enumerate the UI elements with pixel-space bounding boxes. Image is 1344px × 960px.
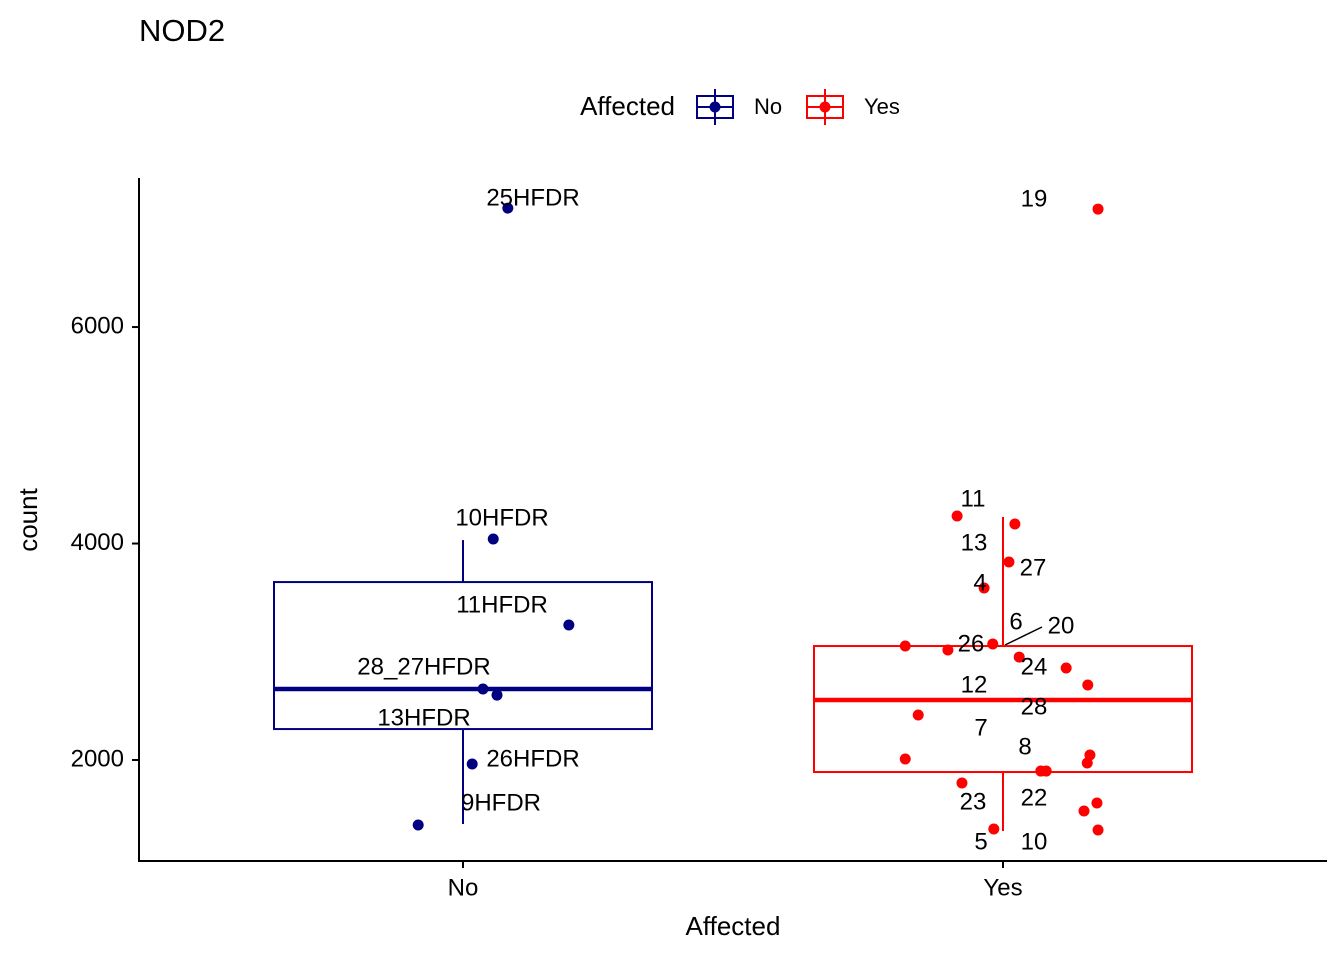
- point: [942, 644, 954, 656]
- point: [563, 619, 575, 631]
- x-tick-label: No: [448, 874, 479, 901]
- point: [1003, 556, 1015, 568]
- point-label: 26HFDR: [486, 745, 579, 772]
- point-label: 22: [1021, 784, 1048, 811]
- point-label: 10HFDR: [455, 504, 548, 531]
- point-label: 11: [961, 485, 986, 512]
- point-label: 5: [974, 828, 987, 855]
- y-axis-title: count: [13, 487, 43, 551]
- point-label: 25HFDR: [486, 184, 579, 211]
- point: [491, 689, 503, 701]
- point: [899, 753, 911, 765]
- point-label: 24: [1021, 653, 1048, 680]
- point: [502, 202, 514, 214]
- point: [978, 582, 990, 594]
- point-label: 7: [974, 714, 987, 741]
- legend-title: Affected: [580, 91, 675, 121]
- point-label: 9HFDR: [461, 789, 541, 816]
- legend-label: No: [754, 94, 782, 119]
- point: [987, 638, 999, 650]
- point: [1092, 824, 1104, 836]
- label-leader: [1004, 626, 1043, 646]
- point-label: 19: [1021, 185, 1048, 212]
- legend-key: [819, 101, 831, 113]
- point: [1040, 765, 1052, 777]
- point-label: 11HFDR: [456, 591, 548, 618]
- x-axis-title: Affected: [686, 911, 781, 941]
- point-label: 4: [973, 569, 986, 596]
- point: [951, 510, 963, 522]
- point: [412, 819, 424, 831]
- point-label: 20: [1048, 612, 1075, 639]
- legend-label: Yes: [864, 94, 900, 119]
- point-label: 13: [961, 529, 988, 556]
- point: [466, 758, 478, 770]
- chart-title: NOD2: [139, 13, 225, 48]
- point: [1009, 518, 1021, 530]
- box: [813, 645, 1193, 774]
- point: [988, 823, 1000, 835]
- point-label: 28: [1021, 693, 1048, 720]
- y-tick-label: 2000: [71, 745, 124, 772]
- y-tick-label: 6000: [71, 312, 124, 339]
- point: [1092, 203, 1104, 215]
- point-label: 6: [1009, 608, 1022, 635]
- point: [1081, 757, 1093, 769]
- x-tick-label: Yes: [983, 874, 1022, 901]
- point-label: 28_27HFDR: [357, 653, 490, 680]
- point: [1082, 679, 1094, 691]
- box: [273, 581, 653, 731]
- point: [1013, 651, 1025, 663]
- point-label: 8: [1018, 733, 1031, 760]
- point-label: 26: [958, 630, 985, 657]
- point-label: 10: [1021, 828, 1048, 855]
- point-label: 13HFDR: [377, 704, 470, 731]
- point: [477, 683, 489, 695]
- point-label: 12: [961, 671, 988, 698]
- point-label: 27: [1020, 554, 1047, 581]
- point: [899, 640, 911, 652]
- point: [1078, 805, 1090, 817]
- point: [956, 777, 968, 789]
- legend-key: [709, 101, 721, 113]
- point: [1091, 797, 1103, 809]
- point: [1060, 662, 1072, 674]
- point-label: 23: [960, 788, 987, 815]
- point: [912, 709, 924, 721]
- point: [487, 533, 499, 545]
- y-tick-label: 4000: [71, 529, 124, 556]
